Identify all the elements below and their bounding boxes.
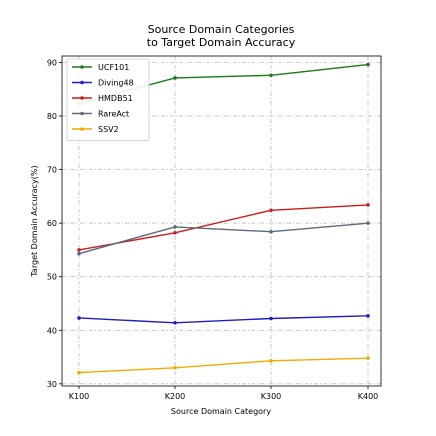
x-tick-label: K300 — [261, 392, 282, 401]
chart-title-line-2: to Target Domain Accuracy — [147, 36, 296, 49]
legend-label-rareact: RareAct — [98, 110, 129, 119]
ticks: 30 40 50 60 70 80 90 K100 K200 K300 K400 — [47, 58, 378, 401]
legend-label-hmdb51: HMDB51 — [98, 94, 133, 103]
series-line-diving48 — [78, 315, 369, 324]
x-tick-label: K400 — [358, 392, 379, 401]
x-tick-label: K100 — [69, 392, 90, 401]
data-point-rareact — [269, 229, 273, 234]
data-point-hmdb51 — [173, 230, 177, 235]
data-point-hmdb51 — [77, 248, 81, 252]
data-point-diving48 — [366, 314, 370, 318]
y-tick-label: 90 — [47, 58, 57, 67]
legend-box — [66, 58, 150, 141]
y-tick-label: 70 — [47, 166, 57, 175]
data-point-ucf101 — [269, 73, 273, 78]
legend-marker-rareact — [80, 111, 84, 116]
data-point-ucf101 — [173, 76, 177, 80]
legend-marker-diving48 — [80, 80, 84, 85]
x-axis-label: Source Domain Category — [171, 407, 271, 416]
series-line-rareact — [78, 222, 369, 255]
y-axis-label: Target Domain Accuracy(%) — [30, 165, 39, 277]
data-point-diving48 — [173, 320, 177, 325]
data-point-diving48 — [77, 316, 81, 320]
legend: UCF101 Diving48 HMDB51 RareAct SSV2 — [66, 58, 150, 141]
series-line-ssv2 — [78, 357, 369, 374]
y-tick-label: 60 — [47, 219, 57, 228]
legend-label-ssv2: SSV2 — [98, 125, 119, 134]
y-tick-label: 80 — [47, 112, 57, 121]
series-line-hmdb51 — [78, 204, 369, 251]
y-tick-label: 40 — [47, 326, 57, 335]
data-point-ucf101 — [366, 62, 370, 67]
data-point-ssv2 — [173, 365, 177, 370]
data-point-rareact — [77, 251, 81, 256]
data-point-hmdb51 — [366, 203, 370, 207]
data-point-hmdb51 — [269, 208, 273, 213]
legend-label-ucf101: UCF101 — [98, 63, 129, 72]
plot-frame — [61, 55, 382, 387]
chart-title-line-1: Source Domain Categories — [148, 23, 295, 36]
legend-marker-ucf101 — [80, 65, 84, 69]
x-tick-label: K200 — [165, 392, 186, 401]
data-point-diving48 — [269, 316, 273, 321]
data-point-ssv2 — [366, 356, 370, 360]
data-point-rareact — [173, 225, 177, 229]
legend-label-diving48: Diving48 — [98, 79, 134, 88]
y-tick-label: 30 — [47, 380, 57, 389]
y-tick-label: 50 — [47, 273, 57, 282]
legend-marker-ssv2 — [80, 127, 84, 131]
data-point-ssv2 — [77, 370, 81, 375]
data-point-ssv2 — [269, 359, 273, 363]
data-point-rareact — [366, 221, 370, 225]
legend-marker-hmdb51 — [80, 96, 84, 100]
